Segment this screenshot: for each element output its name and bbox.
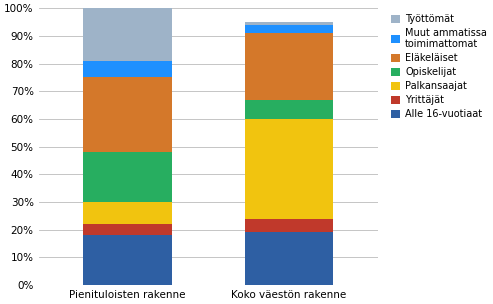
Bar xyxy=(83,202,172,224)
Bar xyxy=(245,99,333,119)
Bar xyxy=(83,61,172,78)
Bar xyxy=(245,119,333,219)
Bar xyxy=(83,152,172,202)
Bar xyxy=(245,25,333,33)
Bar xyxy=(245,232,333,285)
Bar xyxy=(245,33,333,99)
Bar xyxy=(83,78,172,152)
Legend: Työttömät, Muut ammatissa
toimimattomat, Eläkeläiset, Opiskelijat, Palkansaajat,: Työttömät, Muut ammatissa toimimattomat,… xyxy=(389,13,488,120)
Bar xyxy=(83,235,172,285)
Bar xyxy=(245,219,333,232)
Bar xyxy=(245,22,333,25)
Bar xyxy=(83,224,172,235)
Bar xyxy=(83,8,172,61)
